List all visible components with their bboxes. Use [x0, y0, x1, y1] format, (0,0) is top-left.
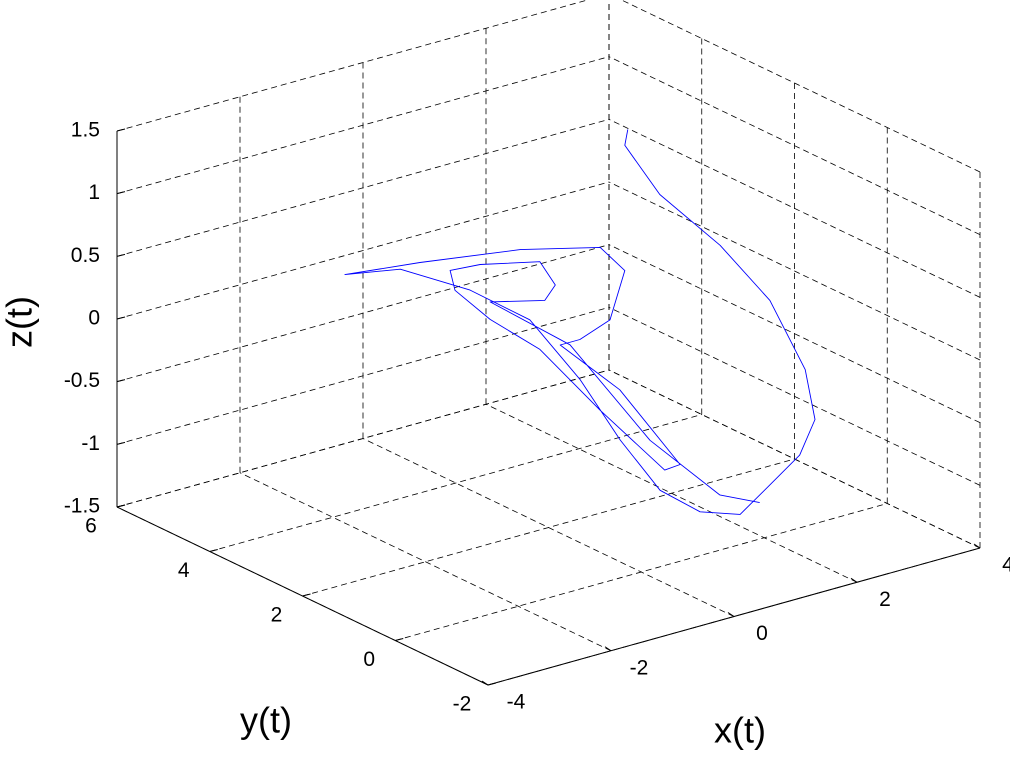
y-tick-label: 0 — [363, 648, 375, 671]
grid-line — [116, 369, 610, 508]
z-tick-label: 0.5 — [71, 244, 100, 267]
z-tick-label: -0.5 — [64, 369, 100, 392]
grid-line — [209, 414, 702, 552]
z-tick — [116, 504, 126, 508]
x-tick-label: -4 — [507, 691, 526, 714]
y-axis-title: y(t) — [240, 700, 292, 741]
x-tick — [727, 612, 735, 617]
grid-line — [395, 503, 888, 641]
grid-line — [116, 118, 610, 257]
grid-line — [620, 0, 981, 173]
x-tick — [481, 680, 489, 686]
grid-line — [608, 244, 981, 424]
grid-line — [116, 244, 610, 383]
z-axis-title: z(t) — [0, 296, 40, 348]
grid-line — [239, 472, 612, 652]
grid-line — [116, 56, 610, 195]
y-tick — [487, 682, 497, 686]
y-tick — [209, 549, 218, 552]
z-tick-label: 0 — [88, 307, 100, 330]
z-tick — [116, 316, 126, 320]
z-tick-label: -1.5 — [64, 495, 100, 518]
grid-line — [608, 369, 981, 549]
trajectory-line — [344, 129, 816, 515]
x-tick — [850, 577, 858, 583]
x-tick-label: 2 — [879, 588, 891, 611]
x-tick — [973, 543, 981, 549]
z-tick — [116, 441, 126, 445]
grid-line — [116, 306, 610, 445]
y-tick — [302, 593, 311, 597]
y-tick-label: -2 — [453, 693, 472, 716]
z-tick — [116, 128, 126, 132]
x-tick-label: 4 — [1002, 554, 1010, 577]
grid-line — [116, 181, 610, 320]
y-tick-label: 2 — [271, 604, 283, 627]
z-tick-label: 1.5 — [71, 119, 100, 142]
grid-line — [302, 458, 795, 597]
grid-line — [608, 118, 981, 298]
x-tick-label: 0 — [756, 622, 768, 645]
grid-line — [608, 56, 981, 236]
grid-line — [116, 0, 589, 132]
x-axis-title: x(t) — [714, 710, 766, 751]
y-tick-label: 4 — [178, 559, 190, 582]
grid-line — [608, 181, 981, 361]
x-tick-label: -2 — [630, 656, 649, 679]
z-tick — [116, 253, 126, 257]
z-tick — [116, 379, 126, 383]
z-tick-label: -1 — [81, 432, 100, 455]
x-tick — [604, 646, 612, 652]
z-tick — [116, 191, 126, 195]
grid-line — [608, 306, 981, 486]
z-tick-label: 1 — [88, 181, 100, 204]
y-tick — [395, 638, 404, 641]
y-tick-label: 6 — [85, 515, 97, 538]
